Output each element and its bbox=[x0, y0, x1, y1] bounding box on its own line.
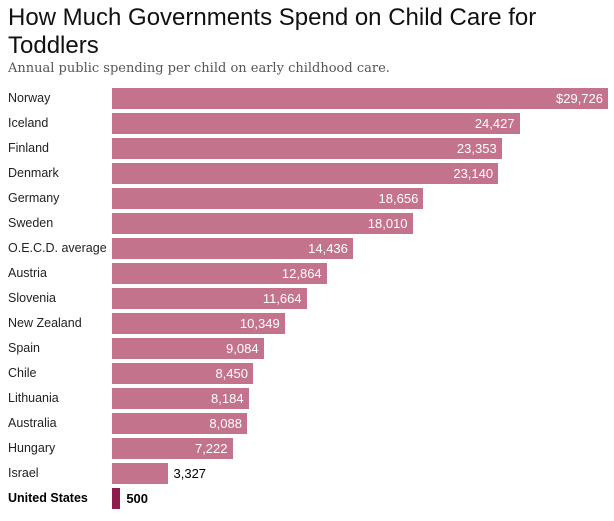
category-label: New Zealand bbox=[8, 316, 82, 330]
category-label: Norway bbox=[8, 91, 51, 105]
value-label: 24,427 bbox=[474, 116, 515, 131]
bar bbox=[112, 113, 520, 134]
bar-row: Chile 8,450 bbox=[0, 363, 614, 384]
bar bbox=[112, 288, 307, 309]
value-label: 18,010 bbox=[367, 216, 408, 231]
bar bbox=[112, 263, 327, 284]
bar bbox=[112, 238, 353, 259]
bar-row: Israel 3,327 bbox=[0, 463, 614, 484]
bar bbox=[112, 338, 264, 359]
value-label: 12,864 bbox=[281, 266, 322, 281]
category-label: Finland bbox=[8, 141, 49, 155]
bar-row: Austria 12,864 bbox=[0, 263, 614, 284]
bar-row: Finland 23,353 bbox=[0, 138, 614, 159]
bar bbox=[112, 488, 121, 509]
bar bbox=[112, 213, 413, 234]
bar-row: United States 500 bbox=[0, 488, 614, 509]
bar bbox=[112, 438, 233, 459]
category-label: Australia bbox=[8, 416, 57, 430]
value-label: 11,664 bbox=[262, 291, 302, 306]
bar-row: Slovenia 11,664 bbox=[0, 288, 614, 309]
bar-row: Sweden 18,010 bbox=[0, 213, 614, 234]
bar-chart: Norway $29,726 Iceland 24,427 Finland 23,353 D… bbox=[0, 88, 614, 518]
category-label: Lithuania bbox=[8, 391, 59, 405]
value-label: 3,327 bbox=[173, 466, 207, 481]
value-label: 9,084 bbox=[226, 341, 259, 356]
category-label: Iceland bbox=[8, 116, 49, 130]
bar bbox=[112, 313, 285, 334]
value-label: $29,726 bbox=[556, 91, 603, 106]
bar-row: Lithuania 8,184 bbox=[0, 388, 614, 409]
bar-row: Germany 18,656 bbox=[0, 188, 614, 209]
bar bbox=[112, 188, 424, 209]
category-label: O.E.C.D. average bbox=[8, 241, 107, 255]
bar-row: New Zealand 10,349 bbox=[0, 313, 614, 334]
category-label: Israel bbox=[8, 466, 39, 480]
category-label: Slovenia bbox=[8, 291, 56, 305]
category-label: Denmark bbox=[8, 166, 59, 180]
value-label: 8,450 bbox=[215, 366, 248, 381]
bar bbox=[112, 463, 168, 484]
value-label: 10,349 bbox=[239, 316, 280, 331]
bar bbox=[112, 88, 608, 109]
value-label: 14,436 bbox=[308, 241, 348, 256]
category-label: United States bbox=[8, 491, 88, 505]
value-label: 18,656 bbox=[378, 191, 419, 206]
chart-subtitle: Annual public spending per child on earl… bbox=[8, 61, 390, 76]
value-label: 8,184 bbox=[211, 391, 244, 406]
bar bbox=[112, 388, 249, 409]
value-label: 23,140 bbox=[453, 166, 494, 181]
category-label: Chile bbox=[8, 366, 37, 380]
chart-title: How Much Governments Spend on Child Care… bbox=[8, 4, 537, 59]
bar bbox=[112, 163, 499, 184]
bar-row: O.E.C.D. average 14,436 bbox=[0, 238, 614, 259]
category-label: Sweden bbox=[8, 216, 54, 230]
bar-row: Norway $29,726 bbox=[0, 88, 614, 109]
value-label: 23,353 bbox=[456, 141, 497, 156]
bar-row: Denmark 23,140 bbox=[0, 163, 614, 184]
bar-row: Iceland 24,427 bbox=[0, 113, 614, 134]
category-label: Hungary bbox=[8, 441, 56, 455]
value-label: 500 bbox=[126, 491, 149, 506]
value-label: 7,222 bbox=[194, 441, 228, 456]
value-label: 8,088 bbox=[209, 416, 242, 431]
category-label: Spain bbox=[8, 341, 40, 355]
bar-row: Spain 9,084 bbox=[0, 338, 614, 359]
bar bbox=[112, 413, 247, 434]
category-label: Austria bbox=[8, 266, 47, 280]
bar bbox=[112, 138, 502, 159]
bar-row: Australia 8,088 bbox=[0, 413, 614, 434]
bar-row: Hungary 7,222 bbox=[0, 438, 614, 459]
bar bbox=[112, 363, 253, 384]
category-label: Germany bbox=[8, 191, 60, 205]
